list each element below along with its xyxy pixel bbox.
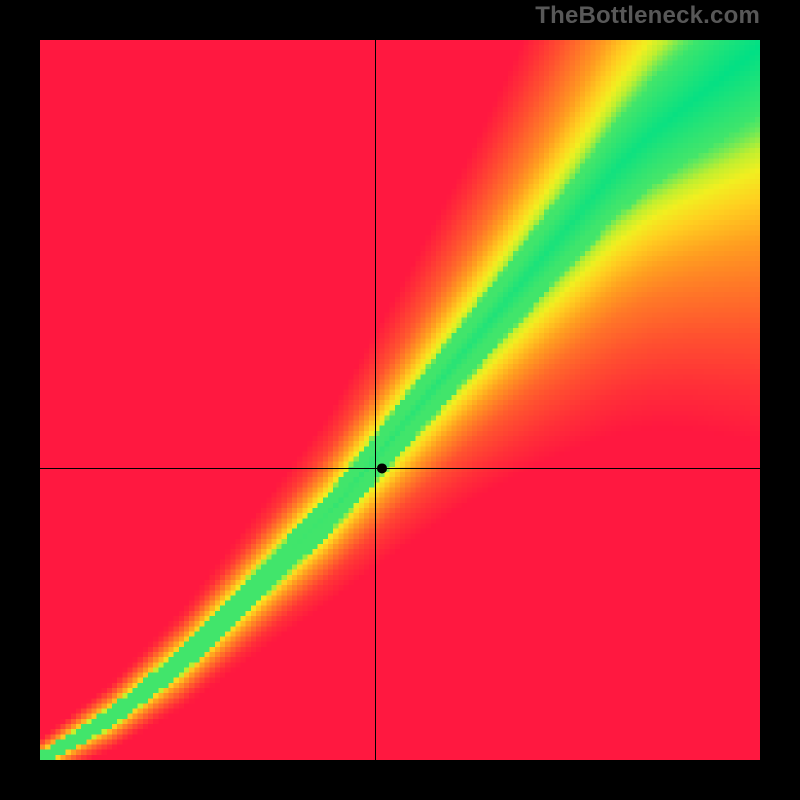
crosshair-overlay [40, 40, 760, 760]
watermark-text: TheBottleneck.com [535, 2, 760, 30]
chart-container: TheBottleneck.com [0, 0, 800, 800]
